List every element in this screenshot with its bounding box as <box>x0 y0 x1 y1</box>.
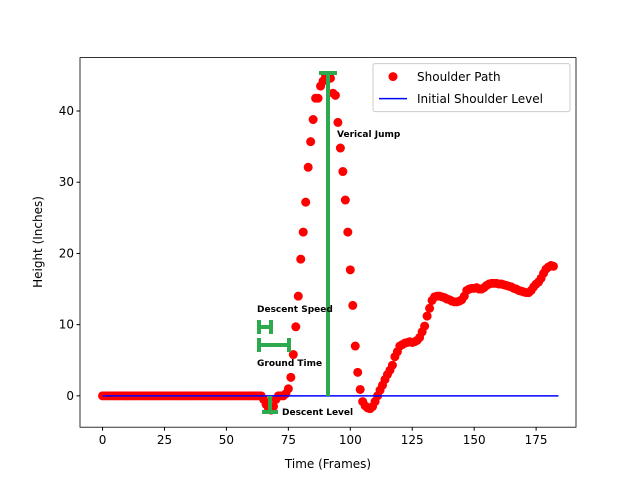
annotation-shapes <box>257 71 337 414</box>
x-tick-label: 150 <box>463 433 486 447</box>
point <box>283 384 293 394</box>
legend-marker <box>388 72 398 82</box>
point <box>330 90 340 100</box>
x-tick-label: 175 <box>525 433 548 447</box>
point <box>343 227 353 237</box>
point <box>333 117 343 127</box>
legend-box <box>372 63 571 113</box>
x-axis-label: Time (Frames) <box>284 457 371 471</box>
point <box>353 367 363 377</box>
y-tick-label: 0 <box>66 389 74 403</box>
annotation: Verical Jump <box>337 130 401 140</box>
x-tick-label: 125 <box>401 433 424 447</box>
point <box>301 197 311 207</box>
point <box>298 227 308 237</box>
point <box>350 341 360 351</box>
point <box>296 254 306 264</box>
point <box>313 93 323 103</box>
y-tick-label: 20 <box>59 246 74 260</box>
axes-frame <box>79 57 577 428</box>
point <box>308 115 318 125</box>
x-tick-label: 50 <box>219 433 234 447</box>
x-tick-label: 25 <box>157 433 172 447</box>
y-axis-label: Height (Inches) <box>31 196 45 288</box>
y-tick-label: 10 <box>59 318 74 332</box>
point <box>340 195 350 205</box>
point <box>345 265 355 275</box>
point <box>348 300 358 310</box>
point <box>286 372 296 382</box>
point <box>355 384 365 394</box>
point <box>335 143 345 153</box>
x-tick-label: 0 <box>99 433 107 447</box>
point <box>422 311 432 321</box>
legend-label: Shoulder Path <box>417 70 501 84</box>
annotation: Ground Time <box>257 359 322 369</box>
point <box>293 291 303 301</box>
point <box>548 261 558 271</box>
point <box>420 321 430 331</box>
point <box>291 322 301 332</box>
x-tick-label: 100 <box>339 433 362 447</box>
y-tick-label: 40 <box>59 104 74 118</box>
point <box>425 303 435 313</box>
point <box>387 360 397 370</box>
point <box>303 162 313 172</box>
point <box>306 137 316 147</box>
point <box>338 167 348 177</box>
annotation: Descent Level <box>282 408 353 418</box>
annotation: Descent Speed <box>257 305 333 315</box>
x-tick-label: 75 <box>281 433 296 447</box>
point <box>288 350 298 360</box>
y-tick-label: 30 <box>59 175 74 189</box>
legend-label: Initial Shoulder Level <box>417 92 543 106</box>
